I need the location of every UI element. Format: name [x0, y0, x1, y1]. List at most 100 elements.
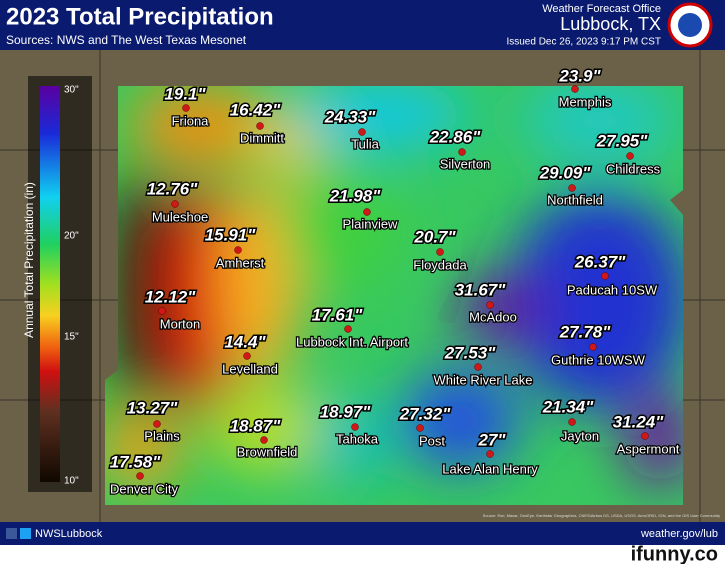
watermark: ifunny.co	[631, 543, 718, 564]
station-value: 12.76"	[147, 179, 199, 198]
station-name: Post	[419, 433, 445, 448]
station-dot	[568, 184, 576, 192]
nws-logo-inner	[678, 13, 702, 37]
station-dot	[474, 363, 482, 371]
map-source: Source: Esri, Maxar, GeoEye, Earthstar G…	[483, 513, 720, 518]
station-dot	[153, 420, 161, 428]
station-value: 18.97"	[320, 402, 372, 421]
station-dot	[136, 472, 144, 480]
station-value: 20.7"	[413, 227, 456, 246]
station-name: Amherst	[216, 255, 265, 270]
watermark-bar	[0, 545, 725, 564]
station-dot	[626, 152, 634, 160]
website: weather.gov/lub	[640, 528, 718, 540]
office: Weather Forecast Office	[542, 3, 661, 15]
station-name: Denver City	[110, 481, 178, 496]
station-value: 31.67"	[455, 280, 507, 299]
station-name: Silverton	[440, 156, 491, 171]
station-value: 27.95"	[596, 131, 649, 150]
station-value: 27"	[478, 430, 507, 449]
station-name: White River Lake	[434, 372, 533, 387]
station-dot	[358, 128, 366, 136]
station-name: Plainview	[343, 216, 399, 231]
issued: Issued Dec 26, 2023 9:17 PM CST	[506, 37, 661, 48]
legend-tick: 15"	[64, 332, 79, 343]
station-dot	[416, 424, 424, 432]
station-name: Tulia	[351, 136, 379, 151]
legend-title: Annual Total Precipitation (in)	[22, 182, 36, 338]
twitter-icon	[20, 528, 31, 539]
location: Lubbock, TX	[560, 14, 661, 34]
station-value: 27.53"	[444, 343, 497, 362]
legend-tick: 30"	[64, 85, 79, 96]
station-dot	[171, 200, 179, 208]
sources: Sources: NWS and The West Texas Mesonet	[6, 33, 247, 47]
station-dot	[589, 343, 597, 351]
station-dot	[363, 208, 371, 216]
station-value: 17.58"	[110, 452, 162, 471]
station-dot	[568, 418, 576, 426]
station-name: Memphis	[559, 94, 612, 109]
station-name: Northfield	[547, 192, 603, 207]
title: 2023 Total Precipitation	[6, 3, 274, 30]
station-value: 13.27"	[127, 398, 179, 417]
station-value: 26.37"	[574, 252, 627, 271]
station-name: Childress	[606, 161, 661, 176]
station-value: 17.61"	[312, 305, 364, 324]
facebook-icon	[6, 528, 17, 539]
social: NWSLubbock	[35, 528, 103, 540]
station-dot	[351, 423, 359, 431]
station-value: 16.42"	[230, 100, 282, 119]
station-dot	[571, 85, 579, 93]
station-dot	[243, 352, 251, 360]
station-value: 23.9"	[558, 66, 601, 85]
legend-tick: 10"	[64, 476, 79, 487]
precip-field	[105, 86, 683, 505]
station-name: Levelland	[222, 361, 278, 376]
station-value: 27.78"	[559, 322, 612, 341]
station-name: Paducah 10SW	[567, 282, 658, 297]
station-name: Lubbock Int. Airport	[296, 334, 408, 349]
station-value: 21.34"	[542, 397, 595, 416]
station-value: 27.32"	[399, 404, 452, 423]
station-value: 22.86"	[429, 127, 482, 146]
station-value: 12.12"	[145, 287, 197, 306]
station-dot	[641, 432, 649, 440]
station-name: Dimmitt	[240, 130, 284, 145]
station-value: 29.09"	[539, 163, 592, 182]
station-value: 19.1"	[164, 84, 206, 103]
station-value: 24.33"	[324, 107, 377, 126]
station-value: 21.98"	[329, 186, 382, 205]
station-dot	[158, 307, 166, 315]
station-dot	[458, 148, 466, 156]
station-name: Muleshoe	[152, 209, 208, 224]
station-value: 15.91"	[205, 225, 257, 244]
station-dot	[182, 104, 190, 112]
station-name: Brownfield	[237, 444, 298, 459]
station-value: 31.24"	[613, 412, 665, 431]
station-name: Aspermont	[617, 441, 680, 456]
station-name: McAdoo	[469, 309, 517, 324]
station-dot	[260, 436, 268, 444]
station-name: Tahoka	[336, 431, 379, 446]
footer-bar	[0, 522, 725, 545]
station-dot	[344, 325, 352, 333]
station-value: 14.4"	[224, 332, 266, 351]
header-bar	[0, 0, 725, 50]
legend-tick: 20"	[64, 231, 79, 242]
station-name: Plains	[144, 428, 180, 443]
station-name: Lake Alan Henry	[442, 461, 538, 476]
station-dot	[486, 450, 494, 458]
station-name: Guthrie 10WSW	[551, 352, 646, 367]
station-value: 18.87"	[230, 416, 282, 435]
stations: 19.1" Friona 16.42" Dimmitt 24.33" Tulia 22.86…	[108, 65, 681, 498]
station-dot	[436, 248, 444, 256]
station-dot	[256, 122, 264, 130]
station-dot	[234, 246, 242, 254]
station-name: Jayton	[561, 428, 599, 443]
station-name: Floydada	[413, 257, 467, 272]
station-dot	[601, 272, 609, 280]
station-dot	[486, 301, 494, 309]
color-bar	[40, 86, 60, 482]
